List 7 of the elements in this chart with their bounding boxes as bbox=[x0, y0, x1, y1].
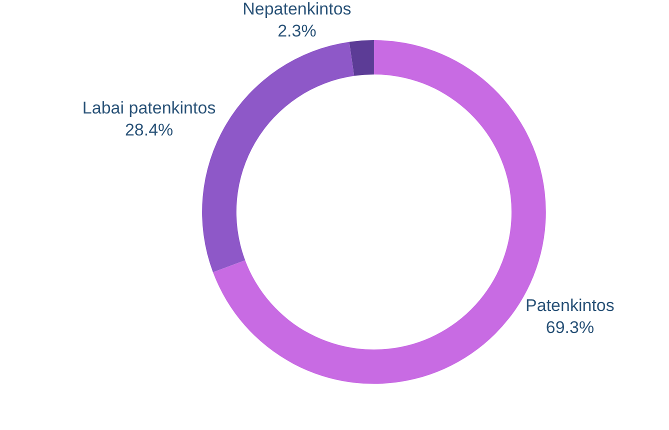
data-label: 28.4% bbox=[124, 120, 174, 140]
slice-label: Labai patenkintos bbox=[82, 98, 216, 118]
data-label: 69.3% bbox=[546, 318, 594, 338]
slice-label: Patenkintos bbox=[526, 296, 614, 316]
data-label: 2.3% bbox=[278, 22, 316, 41]
slice-label: Nepatenkintos bbox=[242, 0, 352, 19]
donut-slice bbox=[349, 40, 374, 76]
